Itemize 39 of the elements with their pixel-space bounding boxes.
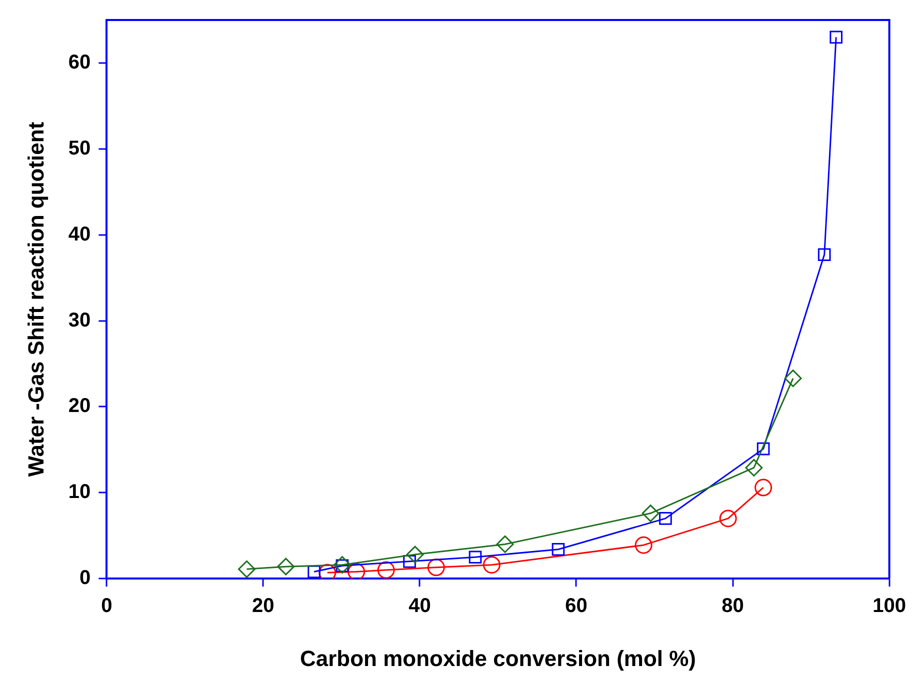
y-tick-label: 50: [68, 137, 91, 160]
x-tick-label: 0: [101, 595, 112, 618]
point: [634, 536, 652, 554]
x-axis-title: Carbon monoxide conversion (mol %): [300, 646, 696, 671]
point: [318, 564, 336, 579]
x-tick-label: 20: [252, 595, 274, 618]
point: [468, 550, 482, 564]
point: [406, 546, 424, 564]
point: [818, 248, 831, 262]
point: [238, 560, 256, 578]
point: [552, 542, 565, 556]
y-tick-label: 60: [68, 51, 91, 74]
point: [754, 478, 772, 496]
point: [830, 30, 842, 44]
point: [784, 370, 802, 388]
point: [659, 512, 672, 525]
point: [427, 558, 445, 576]
point: [403, 555, 416, 568]
x-tick-label: 60: [565, 595, 588, 618]
x-tick-label: 80: [722, 595, 744, 618]
point: [756, 442, 770, 456]
y-tick-label: 0: [80, 567, 91, 590]
point: [719, 510, 737, 528]
y-tick-label: 20: [68, 395, 91, 418]
point: [308, 565, 320, 578]
y-axis-title: Water -Gas Shift reaction quotient: [23, 121, 48, 477]
point: [482, 556, 500, 574]
point: [496, 535, 514, 553]
point: [277, 558, 295, 576]
x-tick-label: 100: [872, 595, 906, 618]
point: [348, 562, 366, 579]
point: [333, 556, 351, 574]
point: [745, 458, 763, 476]
y-tick-label: 10: [68, 481, 91, 504]
point: [377, 561, 395, 579]
point: [642, 504, 660, 522]
y-tick-label: 40: [68, 223, 91, 246]
x-tick-label: 40: [408, 595, 431, 618]
y-tick-label: 30: [68, 309, 91, 332]
